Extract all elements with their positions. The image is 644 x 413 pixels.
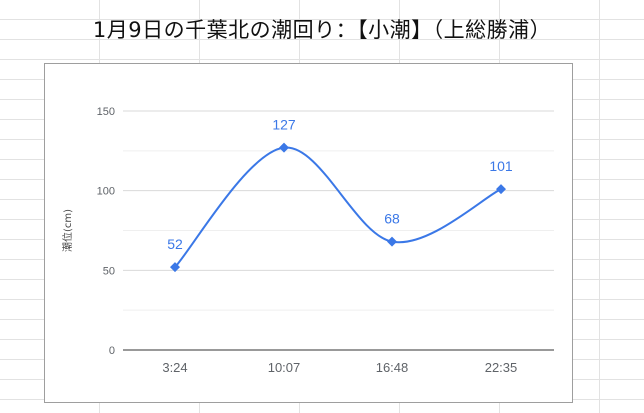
data-label: 101 [489,158,513,174]
x-tick-label: 22:35 [485,360,518,375]
tide-chart[interactable]: 0 50 100 150 潮位(cm) 3:24 10:07 16:48 22:35 52 1… [44,63,573,403]
page-title: 1月9日の千葉北の潮回り：【小潮】（上総勝浦） [92,18,552,42]
data-point-marker[interactable] [170,262,180,273]
y-tick-labels: 0 50 100 150 [97,106,115,357]
x-tick-label: 3:24 [162,360,187,375]
y-tick-label: 0 [109,345,115,357]
data-point-marker[interactable] [387,236,397,247]
y-tick-label: 50 [103,265,115,277]
y-tick-label: 100 [97,186,115,198]
x-tick-label: 16:48 [376,360,409,375]
data-label: 127 [272,117,296,133]
y-axis-title: 潮位(cm) [61,209,74,252]
chart-svg: 0 50 100 150 潮位(cm) 3:24 10:07 16:48 22:35 52 1… [61,106,554,375]
data-label: 68 [384,211,400,227]
series-line-tide [174,146,502,268]
data-point-marker[interactable] [279,142,289,153]
data-label: 52 [167,236,183,252]
data-points [170,142,506,273]
data-point-marker[interactable] [496,184,506,195]
x-tick-label: 10:07 [268,360,301,375]
gridlines [123,110,554,311]
x-tick-labels: 3:24 10:07 16:48 22:35 [162,360,517,375]
data-labels: 52 127 68 101 [167,117,513,253]
y-tick-label: 150 [97,106,115,118]
